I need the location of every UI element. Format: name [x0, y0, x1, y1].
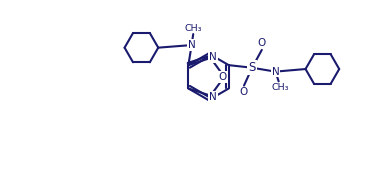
Text: CH₃: CH₃: [272, 83, 289, 92]
Text: O: O: [240, 87, 248, 97]
Text: N: N: [188, 40, 196, 50]
Text: O: O: [258, 39, 266, 48]
Text: N: N: [209, 92, 217, 102]
Text: O: O: [218, 72, 227, 82]
Text: S: S: [248, 61, 256, 74]
Text: CH₃: CH₃: [184, 24, 202, 33]
Text: N: N: [209, 52, 217, 62]
Text: N: N: [272, 67, 279, 77]
